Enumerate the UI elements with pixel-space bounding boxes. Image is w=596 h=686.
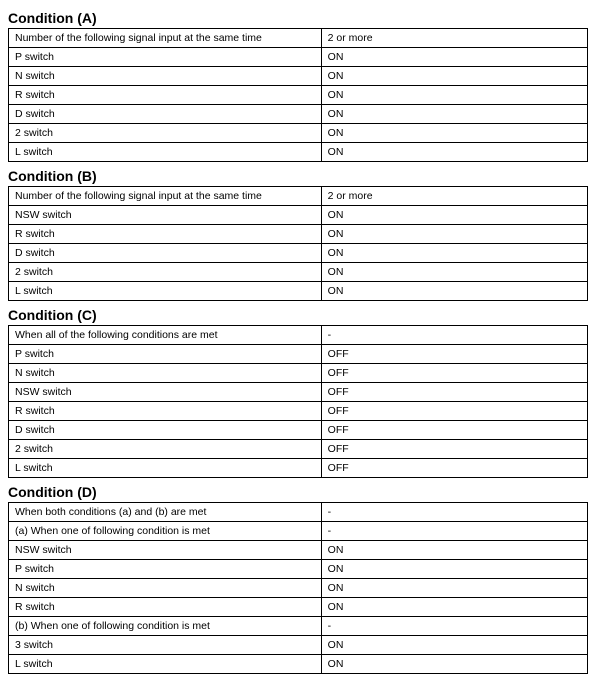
cell-label: D switch: [9, 105, 322, 124]
cell-label: R switch: [9, 402, 322, 421]
table-row: D switchON: [9, 244, 588, 263]
cell-label: D switch: [9, 244, 322, 263]
cell-label: Number of the following signal input at …: [9, 29, 322, 48]
cell-value: OFF: [321, 364, 587, 383]
cell-value: ON: [321, 636, 587, 655]
table-row: (b) When one of following condition is m…: [9, 617, 588, 636]
cell-value: ON: [321, 655, 587, 674]
cell-label: (b) When one of following condition is m…: [9, 617, 322, 636]
cell-label: L switch: [9, 143, 322, 162]
cell-value: ON: [321, 560, 587, 579]
cell-label: NSW switch: [9, 541, 322, 560]
table-row: Number of the following signal input at …: [9, 187, 588, 206]
table-row: L switchOFF: [9, 459, 588, 478]
cell-value: ON: [321, 105, 587, 124]
cell-label: Number of the following signal input at …: [9, 187, 322, 206]
cell-label: P switch: [9, 560, 322, 579]
section-title: Condition (D): [8, 484, 588, 500]
table-row: P switchON: [9, 48, 588, 67]
cell-label: 2 switch: [9, 440, 322, 459]
cell-value: ON: [321, 48, 587, 67]
cell-value: OFF: [321, 345, 587, 364]
cell-label: N switch: [9, 579, 322, 598]
cell-label: L switch: [9, 655, 322, 674]
condition-table: When both conditions (a) and (b) are met…: [8, 502, 588, 674]
table-row: R switchOFF: [9, 402, 588, 421]
cell-label: NSW switch: [9, 206, 322, 225]
cell-value: ON: [321, 206, 587, 225]
cell-value: OFF: [321, 459, 587, 478]
table-row: 2 switchOFF: [9, 440, 588, 459]
section-title: Condition (C): [8, 307, 588, 323]
table-row: L switchON: [9, 282, 588, 301]
cell-label: R switch: [9, 86, 322, 105]
table-row: NSW switchON: [9, 206, 588, 225]
cell-label: 3 switch: [9, 636, 322, 655]
cell-label: L switch: [9, 459, 322, 478]
cell-label: NSW switch: [9, 383, 322, 402]
cell-value: ON: [321, 86, 587, 105]
cell-value: -: [321, 503, 587, 522]
cell-label: 2 switch: [9, 124, 322, 143]
table-row: When both conditions (a) and (b) are met…: [9, 503, 588, 522]
table-row: P switchOFF: [9, 345, 588, 364]
table-row: NSW switchON: [9, 541, 588, 560]
cell-value: ON: [321, 244, 587, 263]
table-row: Number of the following signal input at …: [9, 29, 588, 48]
table-row: When all of the following conditions are…: [9, 326, 588, 345]
cell-label: L switch: [9, 282, 322, 301]
table-row: 2 switchON: [9, 263, 588, 282]
cell-label: 2 switch: [9, 263, 322, 282]
cell-label: P switch: [9, 48, 322, 67]
cell-label: N switch: [9, 364, 322, 383]
cell-value: ON: [321, 124, 587, 143]
table-row: L switchON: [9, 655, 588, 674]
condition-table: Number of the following signal input at …: [8, 186, 588, 301]
cell-label: R switch: [9, 598, 322, 617]
cell-value: 2 or more: [321, 29, 587, 48]
cell-value: ON: [321, 579, 587, 598]
condition-table: Number of the following signal input at …: [8, 28, 588, 162]
table-row: N switchON: [9, 67, 588, 86]
table-row: 2 switchON: [9, 124, 588, 143]
cell-value: -: [321, 522, 587, 541]
cell-value: ON: [321, 282, 587, 301]
cell-value: OFF: [321, 383, 587, 402]
cell-label: R switch: [9, 225, 322, 244]
cell-value: OFF: [321, 440, 587, 459]
table-row: N switchON: [9, 579, 588, 598]
cell-value: OFF: [321, 421, 587, 440]
cell-value: ON: [321, 67, 587, 86]
section-title: Condition (B): [8, 168, 588, 184]
cell-label: When both conditions (a) and (b) are met: [9, 503, 322, 522]
cell-value: ON: [321, 541, 587, 560]
table-row: 3 switchON: [9, 636, 588, 655]
cell-value: -: [321, 617, 587, 636]
table-row: R switchON: [9, 598, 588, 617]
table-row: R switchON: [9, 86, 588, 105]
cell-label: N switch: [9, 67, 322, 86]
cell-label: When all of the following conditions are…: [9, 326, 322, 345]
table-row: D switchON: [9, 105, 588, 124]
cell-value: 2 or more: [321, 187, 587, 206]
cell-value: ON: [321, 263, 587, 282]
cell-value: -: [321, 326, 587, 345]
table-row: (a) When one of following condition is m…: [9, 522, 588, 541]
table-row: NSW switchOFF: [9, 383, 588, 402]
cell-label: P switch: [9, 345, 322, 364]
cell-value: ON: [321, 225, 587, 244]
table-row: N switchOFF: [9, 364, 588, 383]
cell-value: OFF: [321, 402, 587, 421]
cell-value: ON: [321, 143, 587, 162]
cell-value: ON: [321, 598, 587, 617]
cell-label: (a) When one of following condition is m…: [9, 522, 322, 541]
table-row: R switchON: [9, 225, 588, 244]
cell-label: D switch: [9, 421, 322, 440]
table-row: L switchON: [9, 143, 588, 162]
table-row: P switchON: [9, 560, 588, 579]
section-title: Condition (A): [8, 10, 588, 26]
document-root: Condition (A) Number of the following sig…: [8, 10, 588, 674]
condition-table: When all of the following conditions are…: [8, 325, 588, 478]
table-row: D switchOFF: [9, 421, 588, 440]
